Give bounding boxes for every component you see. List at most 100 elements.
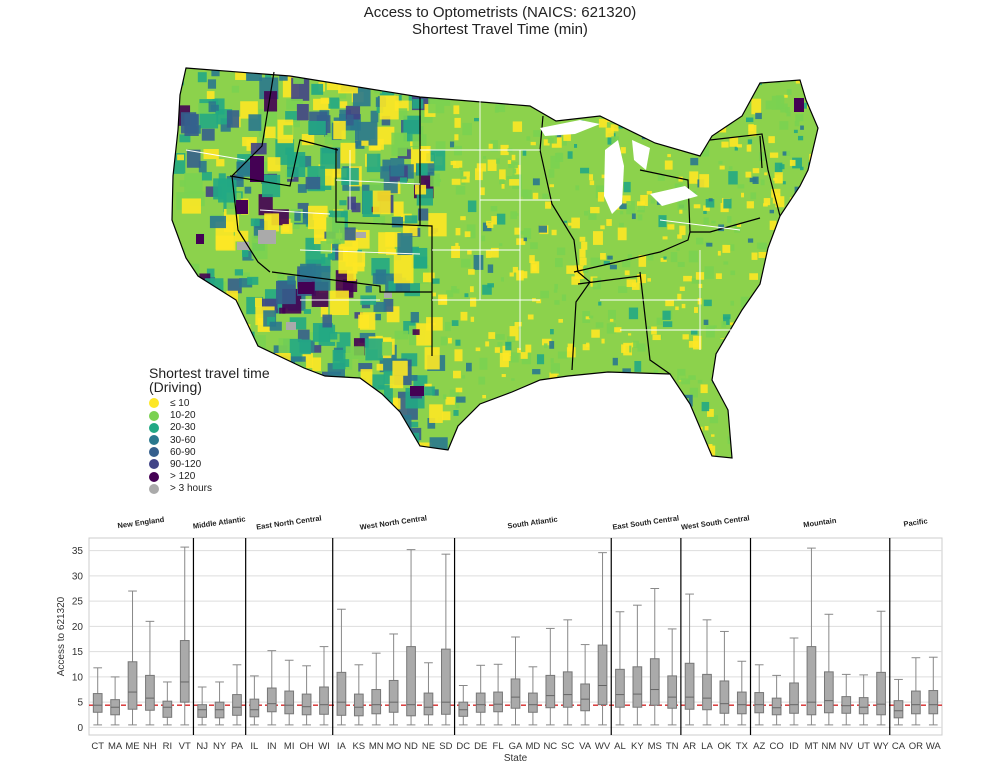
group-label: West South Central xyxy=(681,513,751,532)
chart-subtitle: Shortest Travel Time (min) xyxy=(412,21,588,38)
x-tick-label: ID xyxy=(789,741,799,752)
box-ME xyxy=(127,590,138,726)
x-tick-label: KS xyxy=(352,741,365,752)
iqr-box xyxy=(545,674,556,709)
map-boundaries xyxy=(171,67,819,459)
iqr-box xyxy=(754,692,765,714)
x-tick-label: DE xyxy=(474,741,487,752)
y-tick-label: 30 xyxy=(72,571,84,582)
iqr-box xyxy=(823,671,834,714)
x-tick-label: MS xyxy=(648,741,662,752)
box-TN xyxy=(667,628,678,726)
legend-item: 60-90 xyxy=(149,447,196,459)
iqr-box xyxy=(353,693,364,717)
lake-erie xyxy=(650,186,698,206)
box-MO xyxy=(388,633,399,726)
legend-label: 20-30 xyxy=(170,422,196,434)
box-VA xyxy=(580,644,590,726)
x-tick-label: MO xyxy=(386,741,401,752)
box-LA xyxy=(702,619,712,726)
y-tick-label: 35 xyxy=(72,546,84,557)
x-tick-label: IL xyxy=(250,741,258,752)
x-tick-label: KY xyxy=(631,741,644,752)
iqr-box xyxy=(232,694,242,716)
box-IA xyxy=(336,608,347,726)
x-tick-label: NY xyxy=(213,741,227,752)
x-tick-label: OR xyxy=(909,741,923,752)
x-tick-label: FL xyxy=(493,741,504,752)
box-WV xyxy=(597,552,608,726)
iqr-box xyxy=(789,682,799,714)
x-tick-label: SC xyxy=(561,741,574,752)
box-GA xyxy=(510,636,521,726)
legend-swatch xyxy=(149,459,159,470)
x-tick-label: NV xyxy=(840,741,854,752)
legend-item: 10-20 xyxy=(149,410,196,422)
x-tick-label: ME xyxy=(125,741,139,752)
legend-label: > 3 hours xyxy=(170,483,212,495)
group-label: Middle Atlantic xyxy=(192,514,246,530)
x-tick-label: NE xyxy=(422,741,435,752)
box-IL xyxy=(249,675,260,726)
iqr-box xyxy=(423,692,434,716)
x-tick-label: MN xyxy=(369,741,384,752)
box-PA xyxy=(232,664,242,726)
x-tick-label: IN xyxy=(267,741,277,752)
iqr-box xyxy=(876,671,886,716)
group-label: New England xyxy=(117,515,165,531)
legend-label: 10-20 xyxy=(170,410,196,422)
iqr-box xyxy=(284,690,295,715)
iqr-box xyxy=(336,671,347,716)
iqr-box xyxy=(475,692,486,713)
box-ID xyxy=(789,637,799,726)
x-tick-label: NJ xyxy=(196,741,208,752)
x-tick-label: VA xyxy=(579,741,592,752)
us-choropleth-map xyxy=(171,67,819,459)
iqr-box xyxy=(632,666,643,708)
x-tick-label: WI xyxy=(318,741,330,752)
x-tick-label: NC xyxy=(543,741,557,752)
x-tick-label: TN xyxy=(666,741,679,752)
legend-label: 30-60 xyxy=(170,434,196,446)
iqr-box xyxy=(179,640,190,703)
x-axis-label: State xyxy=(504,753,528,764)
legend-item: 20-30 xyxy=(149,422,196,434)
x-tick-label: NH xyxy=(143,741,157,752)
legend-item: 30-60 xyxy=(149,435,196,447)
box-AZ xyxy=(754,664,765,726)
iqr-box xyxy=(197,704,208,718)
box-SD xyxy=(441,553,451,726)
legend-swatch xyxy=(149,410,159,421)
box-NV xyxy=(841,673,852,726)
iqr-box xyxy=(301,693,312,716)
iqr-box xyxy=(562,671,573,708)
x-tick-label: OH xyxy=(299,741,313,752)
x-tick-label: WA xyxy=(926,741,942,752)
group-label: South Atlantic xyxy=(507,515,558,531)
x-tick-label: MA xyxy=(108,741,123,752)
iqr-box xyxy=(858,697,869,715)
legend-label: ≤ 10 xyxy=(170,398,190,409)
iqr-box xyxy=(162,700,173,718)
box-CT xyxy=(92,667,103,726)
x-tick-label: AR xyxy=(683,741,696,752)
iqr-box xyxy=(406,646,416,717)
iqr-box xyxy=(319,686,329,715)
box-WA xyxy=(928,656,939,726)
boxplot-chart: 0 5 10 15 20 25 30 35 CT MA ME NH RI VT NJ NY PA IL IN MI OH… xyxy=(56,513,943,764)
iqr-box xyxy=(371,689,382,715)
box-MI xyxy=(284,659,295,726)
y-axis-label: Access to 621320 xyxy=(56,596,67,676)
box-TX xyxy=(736,660,747,726)
box-UT xyxy=(858,674,869,726)
iqr-box xyxy=(806,646,817,716)
x-tick-label: OK xyxy=(718,741,732,752)
box-SC xyxy=(562,619,573,726)
legend-swatch xyxy=(149,483,159,494)
box-RI xyxy=(162,681,173,726)
iqr-box xyxy=(684,662,695,710)
box-WI xyxy=(319,646,329,726)
iqr-box xyxy=(702,673,712,711)
x-tick-label: DC xyxy=(456,741,470,752)
box-CA xyxy=(893,678,904,726)
